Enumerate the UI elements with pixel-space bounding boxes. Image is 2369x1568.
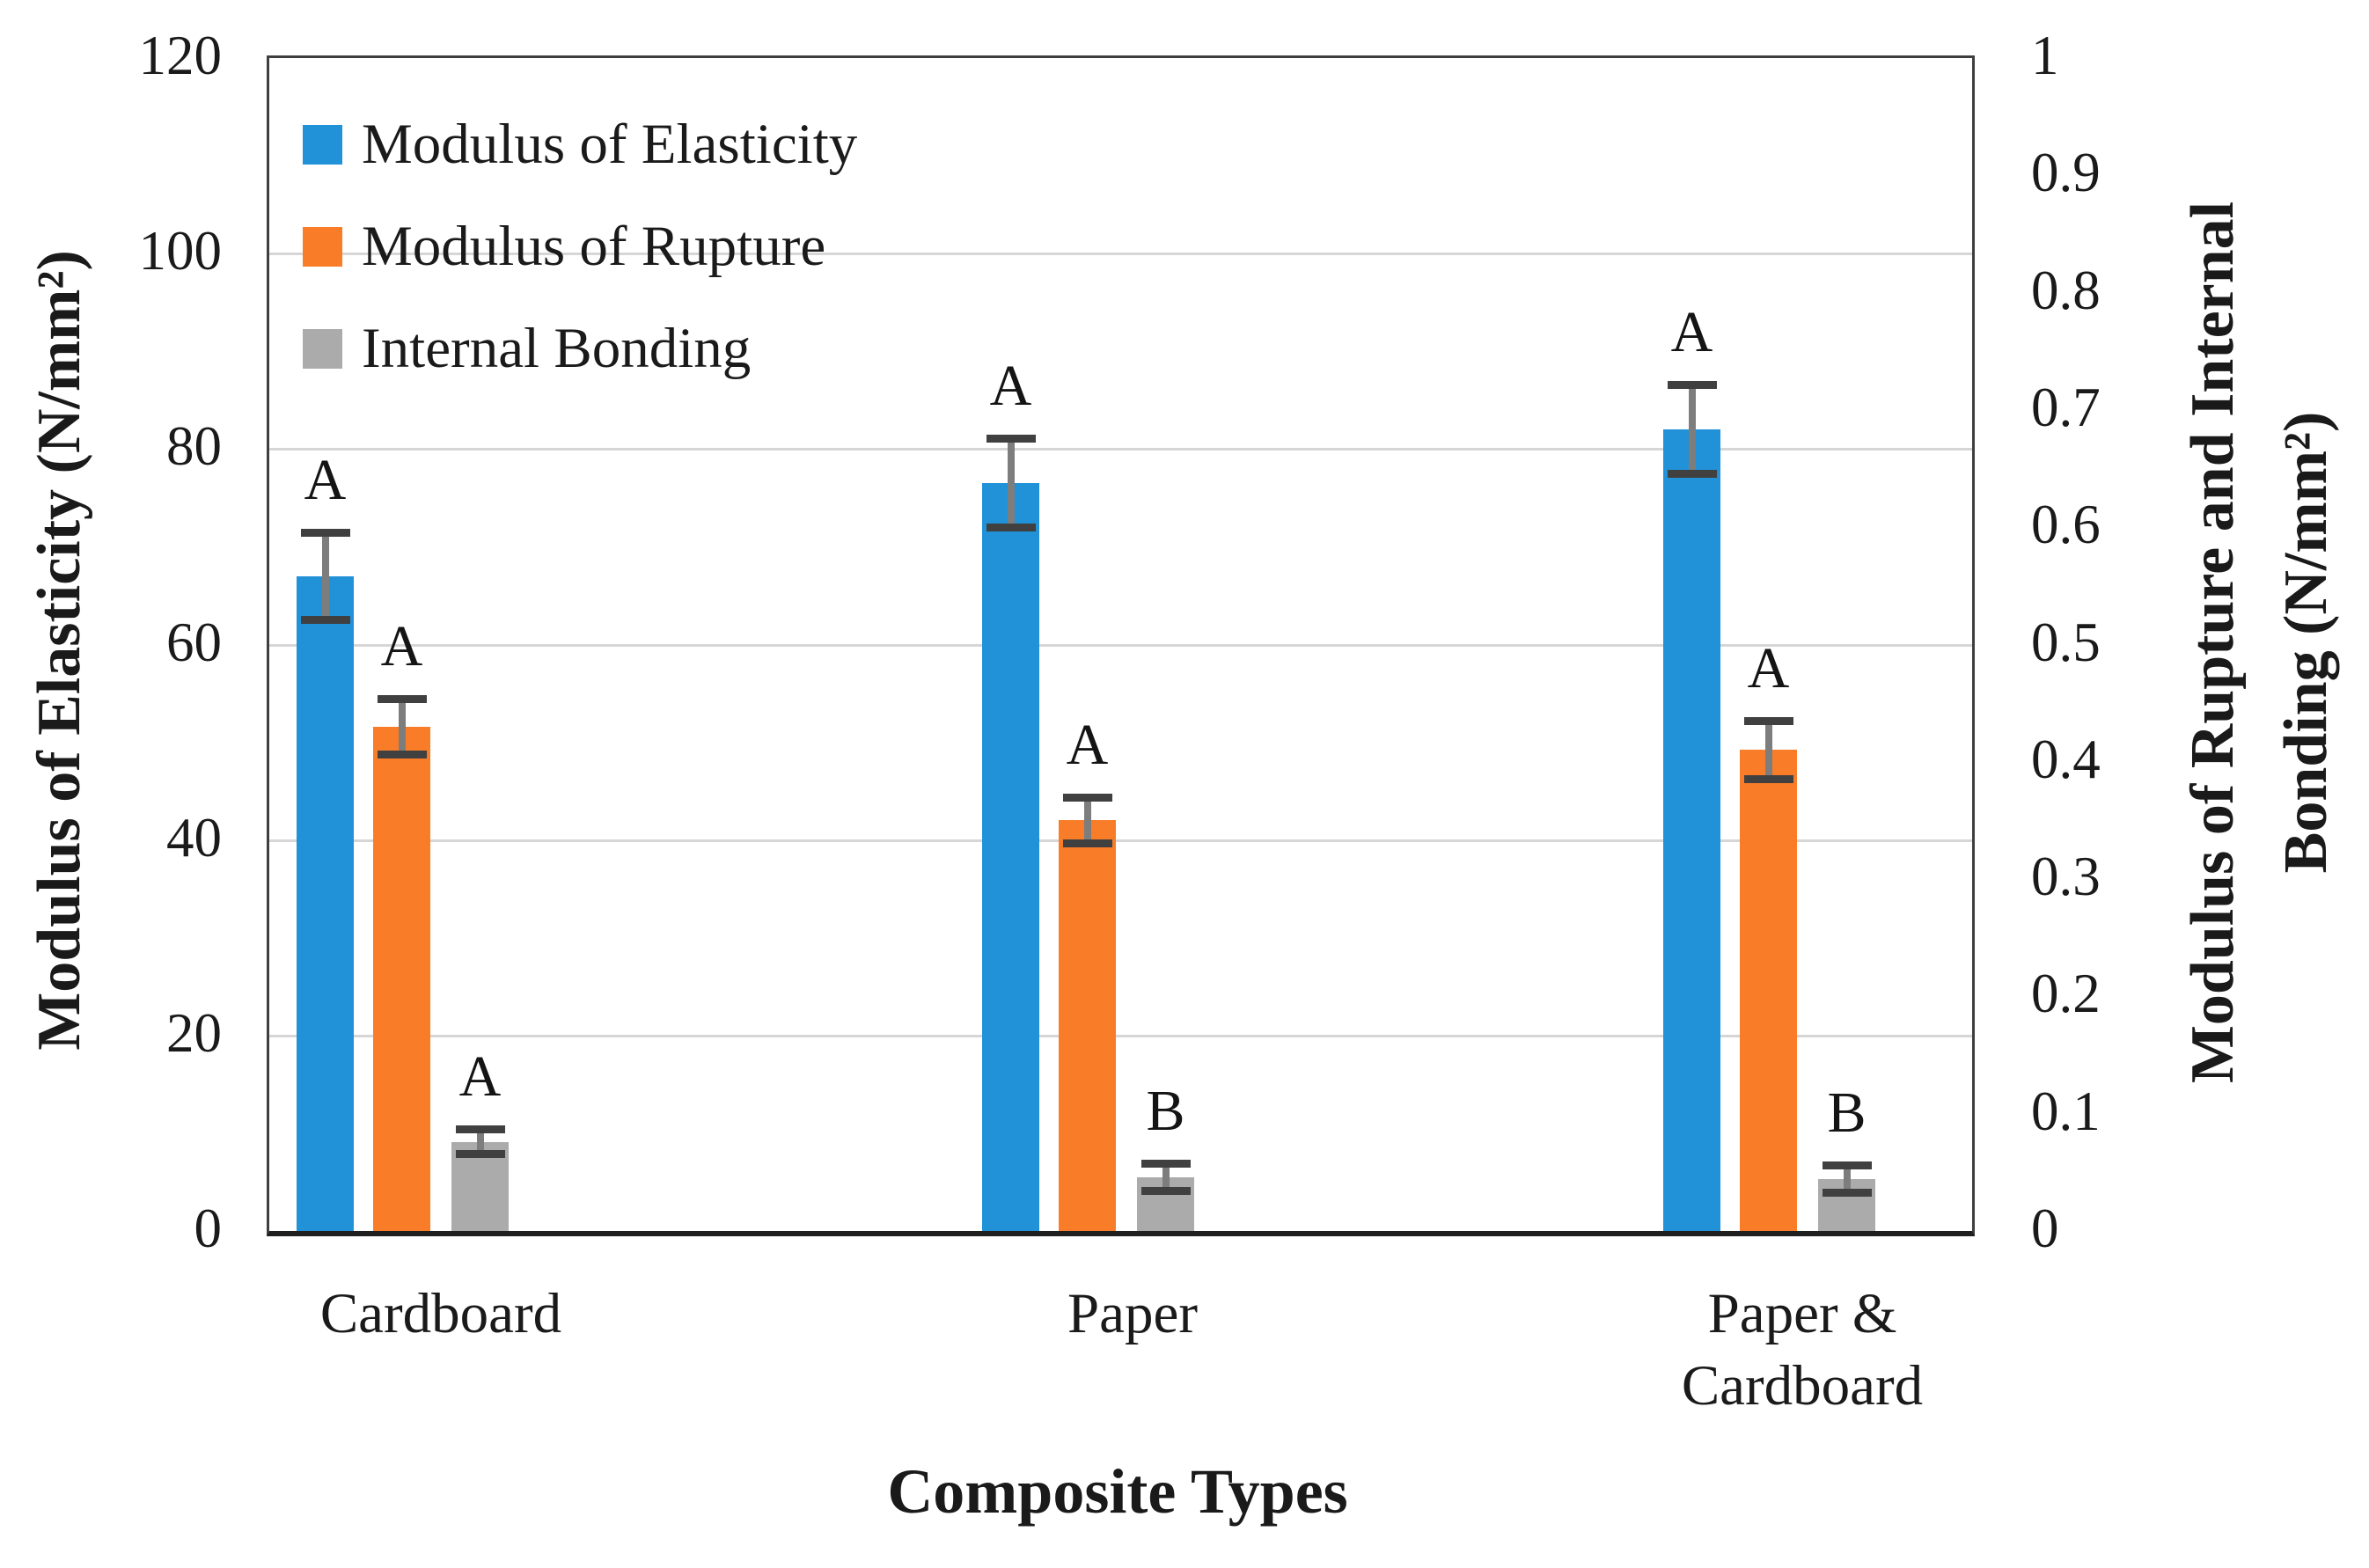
legend-item: Modulus of Rupture xyxy=(303,195,857,297)
significance-letter: A xyxy=(458,1044,502,1110)
category-label-paper-cardboard: Paper & Cardboard xyxy=(1494,1278,2110,1422)
right-tick-0.8: 0.8 xyxy=(2031,259,2101,321)
error-bar xyxy=(1843,1165,1851,1194)
right-tick-0.9: 0.9 xyxy=(2031,142,2101,204)
error-bar-cap-top xyxy=(1743,717,1793,726)
category-label-cardboard: Cardboard xyxy=(133,1278,749,1350)
error-bar xyxy=(321,531,329,620)
error-bar-cap-top xyxy=(986,435,1036,443)
error-bar xyxy=(1688,385,1696,475)
right-tick-0.2: 0.2 xyxy=(2031,963,2101,1025)
gridline-20 xyxy=(269,1034,1972,1037)
error-bar-cap-bottom xyxy=(377,750,427,758)
error-bar xyxy=(476,1129,484,1155)
bar-modulus-of-elasticity-1 xyxy=(297,575,354,1231)
error-bar-cap-bottom xyxy=(986,524,1036,532)
bar-modulus-of-rupture-2 xyxy=(1059,820,1116,1231)
category-label-line: Cardboard xyxy=(319,1282,562,1345)
significance-letter: A xyxy=(989,354,1032,419)
significance-letter: B xyxy=(1146,1078,1185,1143)
category-label-paper: Paper xyxy=(825,1278,1441,1350)
error-bar-cap-bottom xyxy=(300,615,350,624)
bar-modulus-of-rupture-1 xyxy=(373,726,430,1231)
error-bar-cap-top xyxy=(1667,381,1717,390)
x-axis-title: Composite Types xyxy=(887,1456,1348,1527)
error-bar-cap-bottom xyxy=(1667,470,1717,479)
legend-label: Modulus of Elasticity xyxy=(362,113,858,176)
legend: Modulus of Elasticity Modulus of Rupture I… xyxy=(303,93,857,399)
error-bar-cap-bottom xyxy=(1140,1186,1191,1195)
bar-modulus-of-rupture-3 xyxy=(1740,750,1797,1231)
significance-letter: A xyxy=(1066,712,1109,777)
legend-swatch-icon xyxy=(303,226,342,267)
significance-letter: A xyxy=(380,613,423,678)
category-label-line: Cardboard xyxy=(1681,1354,1924,1418)
legend-label: Modulus of Rupture xyxy=(362,215,826,278)
left-tick-80: 80 xyxy=(166,415,222,478)
category-label-line: Paper xyxy=(1067,1282,1198,1345)
right-tick-0.1: 0.1 xyxy=(2031,1080,2101,1142)
error-bar-cap-bottom xyxy=(1743,774,1793,783)
category-label-line: Paper & xyxy=(1707,1282,1897,1345)
significance-letter: A xyxy=(1670,300,1713,365)
error-bar-cap-bottom xyxy=(1062,839,1112,848)
error-bar-cap-top xyxy=(455,1125,505,1134)
right-y-axis-title-line-2: Bonding (N/mm²) xyxy=(2272,411,2340,874)
right-tick-0.5: 0.5 xyxy=(2031,611,2101,673)
gridline-80 xyxy=(269,448,1972,451)
left-y-axis-title: Modulus of Elasticity (N/mm²) xyxy=(26,250,93,1051)
error-bar-cap-bottom xyxy=(455,1150,505,1159)
right-tick-0.7: 0.7 xyxy=(2031,376,2101,438)
error-bar xyxy=(398,698,406,755)
error-bar-cap-top xyxy=(1822,1161,1872,1170)
error-bar-cap-top xyxy=(300,528,350,537)
left-tick-100: 100 xyxy=(138,220,223,282)
right-y-axis-title-line-1: Modulus of Rupture and Internal xyxy=(2179,201,2247,1084)
legend-item: Internal Bonding xyxy=(303,297,857,399)
error-bar xyxy=(1162,1162,1170,1191)
legend-swatch-icon xyxy=(303,328,342,369)
error-bar xyxy=(1764,721,1772,780)
left-tick-40: 40 xyxy=(166,806,222,868)
significance-letter: B xyxy=(1827,1081,1867,1146)
legend-item: Modulus of Elasticity xyxy=(303,93,857,195)
right-tick-0.6: 0.6 xyxy=(2031,494,2101,556)
gridline-40 xyxy=(269,839,1972,842)
bar-modulus-of-elasticity-2 xyxy=(982,483,1039,1231)
error-bar xyxy=(1007,438,1015,529)
bar-modulus-of-elasticity-3 xyxy=(1663,429,1720,1231)
right-y-axis-title: Modulus of Rupture and Internal Bonding … xyxy=(2167,0,2357,1293)
error-bar-cap-top xyxy=(377,694,427,703)
right-tick-0: 0 xyxy=(2031,1198,2059,1259)
gridline-60 xyxy=(269,643,1972,647)
error-bar-cap-top xyxy=(1140,1159,1191,1168)
right-tick-1: 1 xyxy=(2031,25,2059,86)
left-tick-20: 20 xyxy=(166,1001,222,1064)
left-tick-0: 0 xyxy=(194,1198,223,1259)
right-tick-0.3: 0.3 xyxy=(2031,846,2101,908)
error-bar xyxy=(1083,796,1091,845)
legend-swatch-icon xyxy=(303,124,342,165)
gridline-100 xyxy=(269,253,1972,256)
significance-letter: A xyxy=(1747,636,1790,701)
right-tick-0.4: 0.4 xyxy=(2031,728,2101,790)
legend-label: Internal Bonding xyxy=(362,317,752,380)
error-bar-cap-bottom xyxy=(1822,1189,1872,1198)
significance-letter: A xyxy=(304,447,347,512)
left-tick-120: 120 xyxy=(138,25,223,86)
left-tick-60: 60 xyxy=(166,611,222,673)
error-bar-cap-top xyxy=(1062,793,1112,802)
